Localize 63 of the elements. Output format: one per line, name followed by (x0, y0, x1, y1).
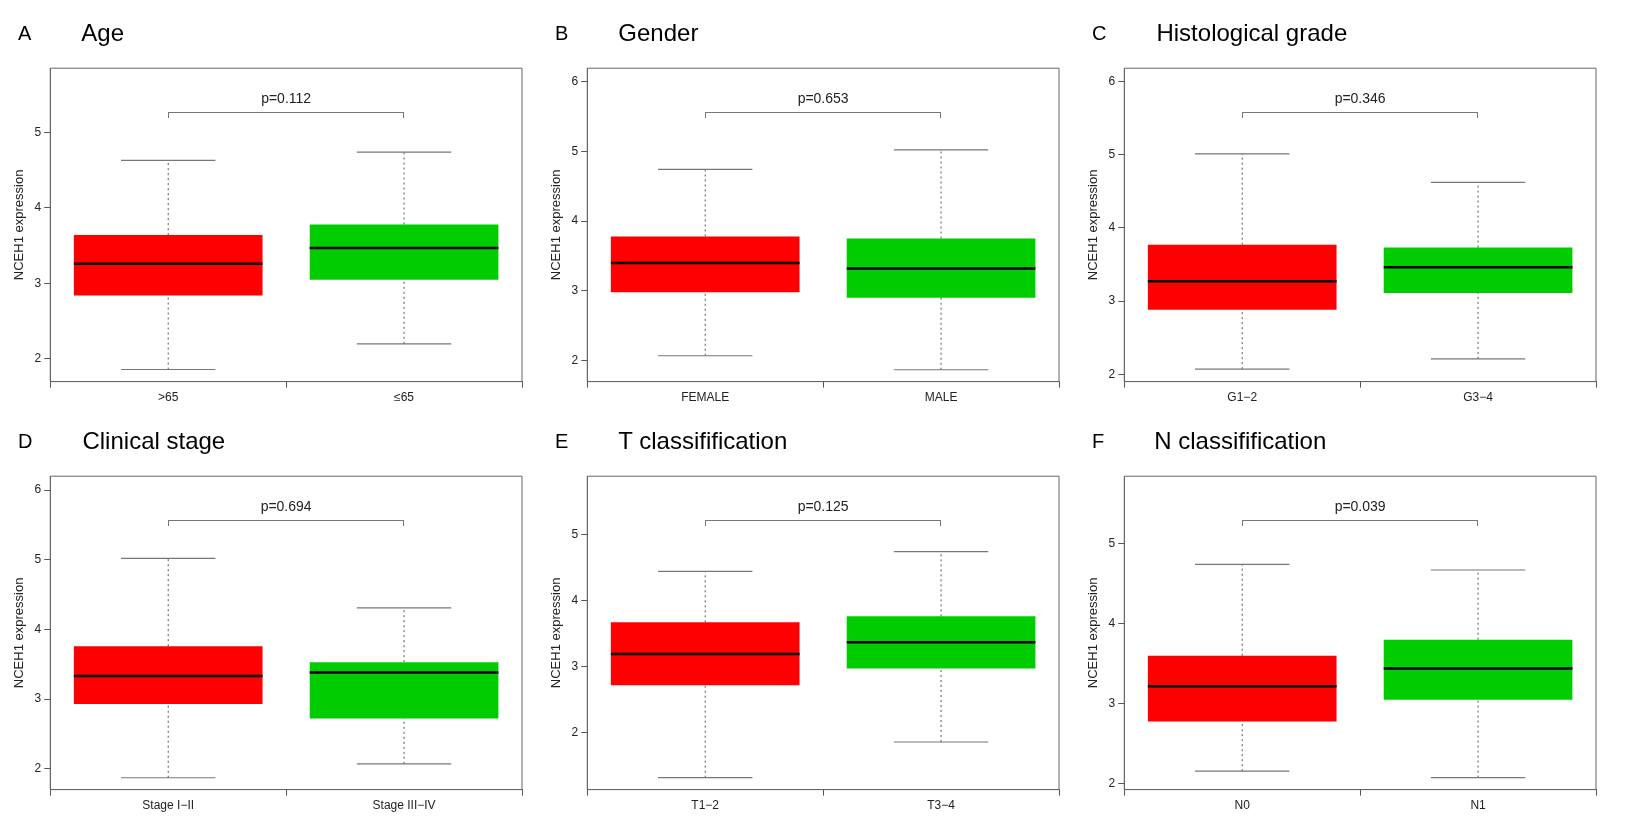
x-tick-label: N1 (1470, 798, 1487, 813)
y-tick-label: 6 (1108, 73, 1116, 88)
x-tick-label: N0 (1234, 798, 1251, 813)
chart-title: Clinical stage (82, 427, 226, 455)
y-axis-title: NCEH1 expression (11, 577, 27, 689)
x-tick-label: T3−4 (927, 798, 956, 813)
annotation: p=0.112 (261, 90, 312, 107)
y-tick-label: 5 (571, 143, 579, 158)
y-tick-label: 3 (1108, 696, 1116, 711)
annotation: p=0.694 (260, 498, 312, 515)
y-axis-title: NCEH1 expression (548, 577, 564, 689)
y-tick-label: 2 (34, 761, 42, 776)
chart-title: Age (81, 19, 125, 47)
y-axis-title: NCEH1 expression (11, 169, 27, 281)
y-tick-label: 4 (1108, 615, 1116, 630)
text: F (1092, 429, 1105, 453)
y-tick-label: 2 (34, 351, 42, 366)
x-tick-label: ≤65 (394, 390, 415, 405)
text: A (18, 21, 32, 45)
chart-title: Histological grade (1156, 19, 1348, 47)
chart-title: N classifification (1154, 427, 1327, 455)
y-tick-label: 4 (34, 200, 42, 215)
text: C (1092, 21, 1107, 45)
x-tick-label: MALE (924, 390, 958, 405)
annotation: p=0.653 (797, 90, 849, 107)
y-tick-label: 5 (571, 526, 579, 541)
x-tick-label: T1−2 (691, 798, 720, 813)
x-tick-label: Stage I−II (142, 798, 195, 813)
y-tick-label: 4 (34, 621, 42, 636)
y-axis-title: NCEH1 expression (1085, 577, 1101, 689)
y-tick-label: 6 (34, 482, 42, 497)
y-tick-label: 3 (1108, 293, 1116, 308)
y-tick-label: 3 (34, 275, 42, 290)
y-tick-label: 4 (571, 592, 579, 607)
x-tick-label: Stage III−IV (372, 798, 436, 813)
y-tick-label: 5 (1108, 146, 1116, 161)
y-tick-label: 2 (1108, 776, 1116, 791)
text: B (555, 21, 569, 45)
y-tick-label: 3 (571, 283, 579, 298)
annotation: p=0.346 (1334, 90, 1386, 107)
y-tick-label: 5 (34, 552, 42, 567)
y-tick-label: 2 (571, 352, 579, 367)
y-tick-label: 3 (34, 691, 42, 706)
x-tick-label: FEMALE (681, 390, 730, 405)
y-tick-label: 4 (1108, 220, 1116, 235)
y-tick-label: 4 (571, 213, 579, 228)
annotation: p=0.039 (1334, 498, 1386, 515)
y-tick-label: 5 (34, 124, 42, 139)
annotation: p=0.125 (797, 498, 849, 515)
x-tick-label: G1−2 (1227, 390, 1258, 405)
y-tick-label: 2 (571, 725, 579, 740)
chart-title: Gender (618, 19, 699, 47)
y-tick-label: 6 (571, 73, 579, 88)
y-axis-title: NCEH1 expression (548, 169, 564, 281)
y-tick-label: 2 (1108, 366, 1116, 381)
chart-title: T classifification (618, 427, 788, 455)
x-tick-label: >65 (158, 390, 179, 405)
y-axis-title: NCEH1 expression (1085, 169, 1101, 281)
y-tick-label: 3 (571, 658, 579, 673)
text: D (18, 429, 33, 453)
text: E (555, 429, 569, 453)
y-tick-label: 5 (1108, 535, 1116, 550)
x-tick-label: G3−4 (1463, 390, 1494, 405)
